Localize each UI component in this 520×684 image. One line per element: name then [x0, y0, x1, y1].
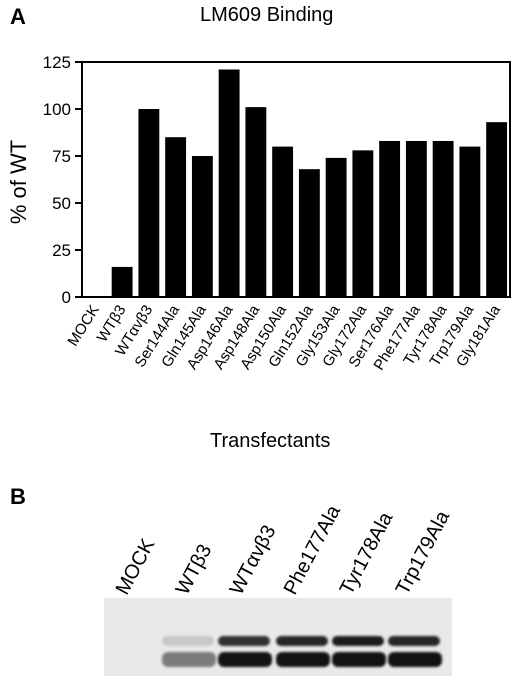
blot-band-upper: [162, 636, 214, 646]
bar-Gly181Ala: [486, 122, 508, 297]
bar-Gly172Ala: [352, 150, 374, 297]
blot-band-lower: [332, 652, 386, 667]
y-tick-label: 0: [62, 288, 71, 307]
western-blot-image: [104, 598, 452, 676]
bar-Gly153Ala: [325, 157, 347, 297]
bar-group: [111, 69, 508, 298]
bar-Asp150Ala: [272, 146, 294, 297]
panel-a-letter: A: [10, 4, 26, 29]
panel-b-letter: B: [10, 484, 26, 509]
bar-Trp179Ala: [459, 146, 481, 297]
blot-lane-label: MOCK: [111, 535, 160, 599]
blot-lane-label: WTβ3: [171, 540, 217, 599]
blot-band-lower: [276, 652, 330, 667]
blot-lane-label: Phe177Ala: [279, 501, 346, 599]
bar-WTβ3: [111, 266, 133, 297]
x-tick-label: MOCK: [65, 302, 103, 349]
bar-chart: % of WT 0 25 50 75 100 125 MOCKWTβ3WTαvβ3Ser1…: [6, 53, 511, 374]
blot-band-lower: [388, 652, 442, 667]
blot-band-lower: [162, 652, 216, 667]
bar-Tyr178Ala: [432, 140, 454, 297]
blot-band-lower: [218, 652, 272, 667]
bar-Asp146Ala: [218, 69, 240, 298]
y-tick-label: 50: [52, 194, 71, 213]
blot-band-upper: [218, 636, 270, 646]
bar-Ser176Ala: [379, 140, 401, 297]
blot-band-upper: [276, 636, 328, 646]
x-tick-labels: MOCKWTβ3WTαvβ3Ser144AlaGln145AlaAsp146Al…: [65, 302, 505, 374]
y-axis-label: % of WT: [6, 140, 31, 224]
y-tick-label: 125: [43, 53, 71, 72]
bar-Gln145Ala: [191, 156, 213, 297]
bar-Ser144Ala: [165, 137, 187, 297]
blot-band-upper: [388, 636, 440, 646]
blot-lane-label: Trp179Ala: [391, 507, 455, 599]
y-axis: 0 25 50 75 100 125: [43, 53, 511, 307]
blot-lane-label: Tyr178Ala: [335, 508, 398, 599]
plot-frame: [81, 61, 511, 298]
blot-lane-label: WTαvβ3: [225, 521, 281, 599]
y-tick-label: 100: [43, 100, 71, 119]
y-tick-label: 25: [52, 241, 71, 260]
bar-Asp148Ala: [245, 107, 267, 298]
blot-band-upper: [332, 636, 384, 646]
bar-Gln152Ala: [298, 169, 320, 297]
y-tick-label: 75: [52, 147, 71, 166]
bar-Phe177Ala: [405, 140, 427, 297]
bar-WTαvβ3: [138, 109, 160, 297]
chart-title: LM609 Binding: [200, 4, 334, 26]
x-axis-label: Transfectants: [210, 430, 331, 452]
